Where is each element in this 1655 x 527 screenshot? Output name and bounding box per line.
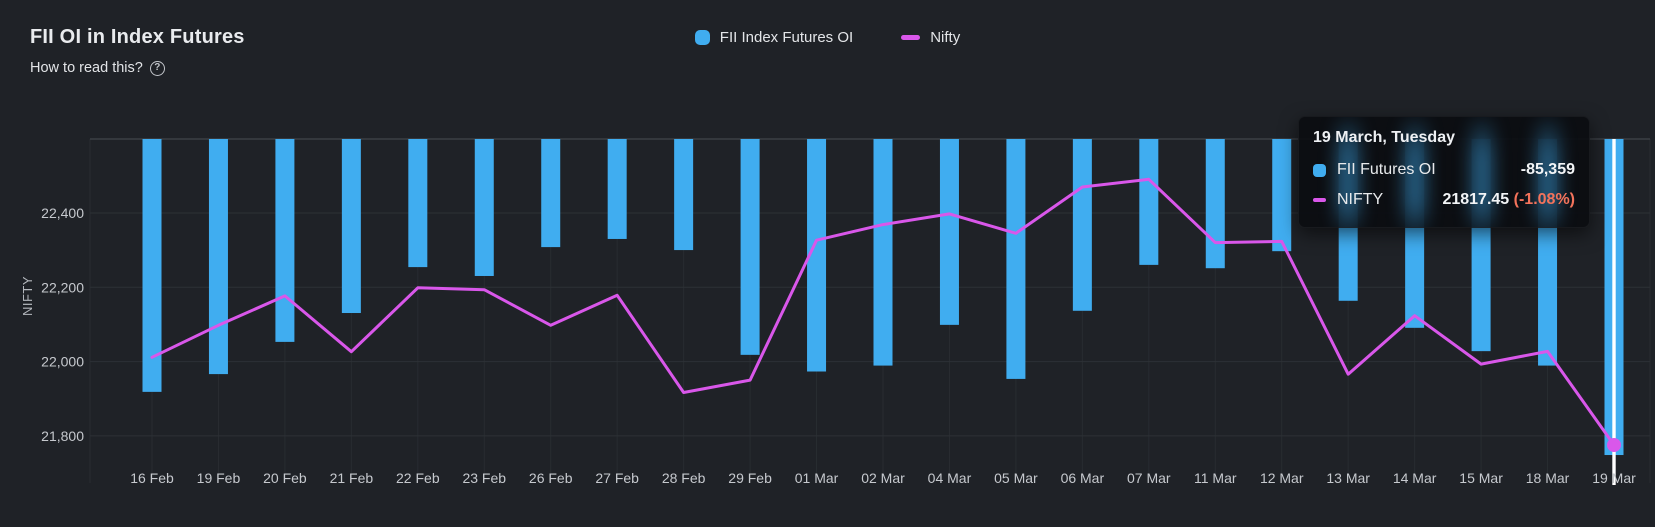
fii-oi-bar-16-feb[interactable]: [142, 139, 162, 392]
x-axis-label-16-feb[interactable]: 16 Feb: [130, 470, 174, 486]
x-axis-label-22-feb[interactable]: 22 Feb: [396, 470, 440, 486]
tooltip-row-nifty: NIFTY 21817.45 (-1.08%): [1313, 187, 1575, 213]
y-axis-tick-label: 22,000: [41, 354, 84, 370]
fii-oi-bar-06-mar[interactable]: [1072, 139, 1092, 311]
x-axis-label-18-mar[interactable]: 18 Mar: [1526, 470, 1570, 486]
x-axis-label-06-mar[interactable]: 06 Mar: [1061, 470, 1105, 486]
fii-oi-bar-27-feb[interactable]: [607, 139, 627, 239]
nifty-tooltip-marker-icon: [1313, 198, 1326, 202]
fii-oi-bar-05-mar[interactable]: [1006, 139, 1026, 379]
fii-oi-bar-12-mar[interactable]: [1272, 139, 1292, 252]
x-axis-label-15-mar[interactable]: 15 Mar: [1459, 470, 1503, 486]
y-axis-tick-label: 21,800: [41, 428, 84, 444]
fii-oi-bar-19-feb[interactable]: [208, 139, 228, 375]
x-axis-label-29-feb[interactable]: 29 Feb: [728, 470, 772, 486]
page-title: FII OI in Index Futures: [30, 26, 245, 48]
fii-oi-bar-23-feb[interactable]: [474, 139, 494, 276]
fii-oi-bar-28-feb[interactable]: [674, 139, 694, 251]
fii-oi-bar-29-feb[interactable]: [740, 139, 760, 355]
tooltip: 19 March, Tuesday FII Futures OI -85,359…: [1298, 116, 1590, 228]
x-axis-label-02-mar[interactable]: 02 Mar: [861, 470, 905, 486]
x-axis-label-19-feb[interactable]: 19 Feb: [197, 470, 241, 486]
fii-oi-bar-20-feb[interactable]: [275, 139, 295, 342]
y-axis-title: NIFTY: [20, 276, 35, 316]
x-axis-label-01-mar[interactable]: 01 Mar: [795, 470, 839, 486]
tooltip-row-fii-oi: FII Futures OI -85,359: [1313, 157, 1575, 183]
x-axis-label-20-feb[interactable]: 20 Feb: [263, 470, 307, 486]
x-axis-label-26-feb[interactable]: 26 Feb: [529, 470, 573, 486]
x-axis-label-23-feb[interactable]: 23 Feb: [462, 470, 506, 486]
tooltip-date: 19 March, Tuesday: [1313, 129, 1455, 146]
x-axis-label-04-mar[interactable]: 04 Mar: [928, 470, 972, 486]
x-axis-label-28-feb[interactable]: 28 Feb: [662, 470, 706, 486]
nifty-line[interactable]: [150, 177, 1616, 447]
fii-oi-bar-02-mar[interactable]: [873, 139, 893, 366]
fii-oi-bar-11-mar[interactable]: [1205, 139, 1225, 269]
x-axis-label-14-mar[interactable]: 14 Mar: [1393, 470, 1437, 486]
x-axis-label-21-feb[interactable]: 21 Feb: [330, 470, 374, 486]
nifty-hover-dot: [1607, 438, 1621, 452]
fii-oi-bar-21-feb[interactable]: [341, 139, 361, 314]
tooltip-fii-oi-value: -85,359: [1520, 161, 1575, 178]
fii-oi-bar-07-mar[interactable]: [1139, 139, 1159, 265]
x-axis-label-12-mar[interactable]: 12 Mar: [1260, 470, 1304, 486]
tooltip-nifty-change: (-1.08%): [1513, 191, 1575, 208]
x-axis-label-05-mar[interactable]: 05 Mar: [994, 470, 1038, 486]
how-to-read-link[interactable]: How to read this?: [30, 60, 143, 76]
x-axis-label-13-mar[interactable]: 13 Mar: [1326, 470, 1370, 486]
how-to-read-row: How to read this? ?: [30, 60, 165, 76]
fii-oi-bar-04-mar[interactable]: [939, 139, 959, 325]
x-axis-label-07-mar[interactable]: 07 Mar: [1127, 470, 1171, 486]
fii-oi-bar-22-feb[interactable]: [408, 139, 428, 268]
x-axis-label-11-mar[interactable]: 11 Mar: [1194, 470, 1237, 486]
fii-oi-bar-26-feb[interactable]: [541, 139, 561, 248]
help-icon[interactable]: ?: [149, 60, 165, 76]
y-axis-tick-label: 22,200: [41, 279, 84, 295]
x-axis-label-19-mar[interactable]: 19 Mar: [1592, 470, 1636, 486]
fii-oi-bar-01-mar[interactable]: [807, 139, 827, 372]
y-axis-tick-label: 22,400: [41, 205, 84, 221]
fii-oi-tooltip-marker-icon: [1313, 163, 1326, 177]
tooltip-nifty-value: 21817.45 (-1.08%): [1442, 191, 1575, 208]
x-axis-label-27-feb[interactable]: 27 Feb: [595, 470, 639, 486]
